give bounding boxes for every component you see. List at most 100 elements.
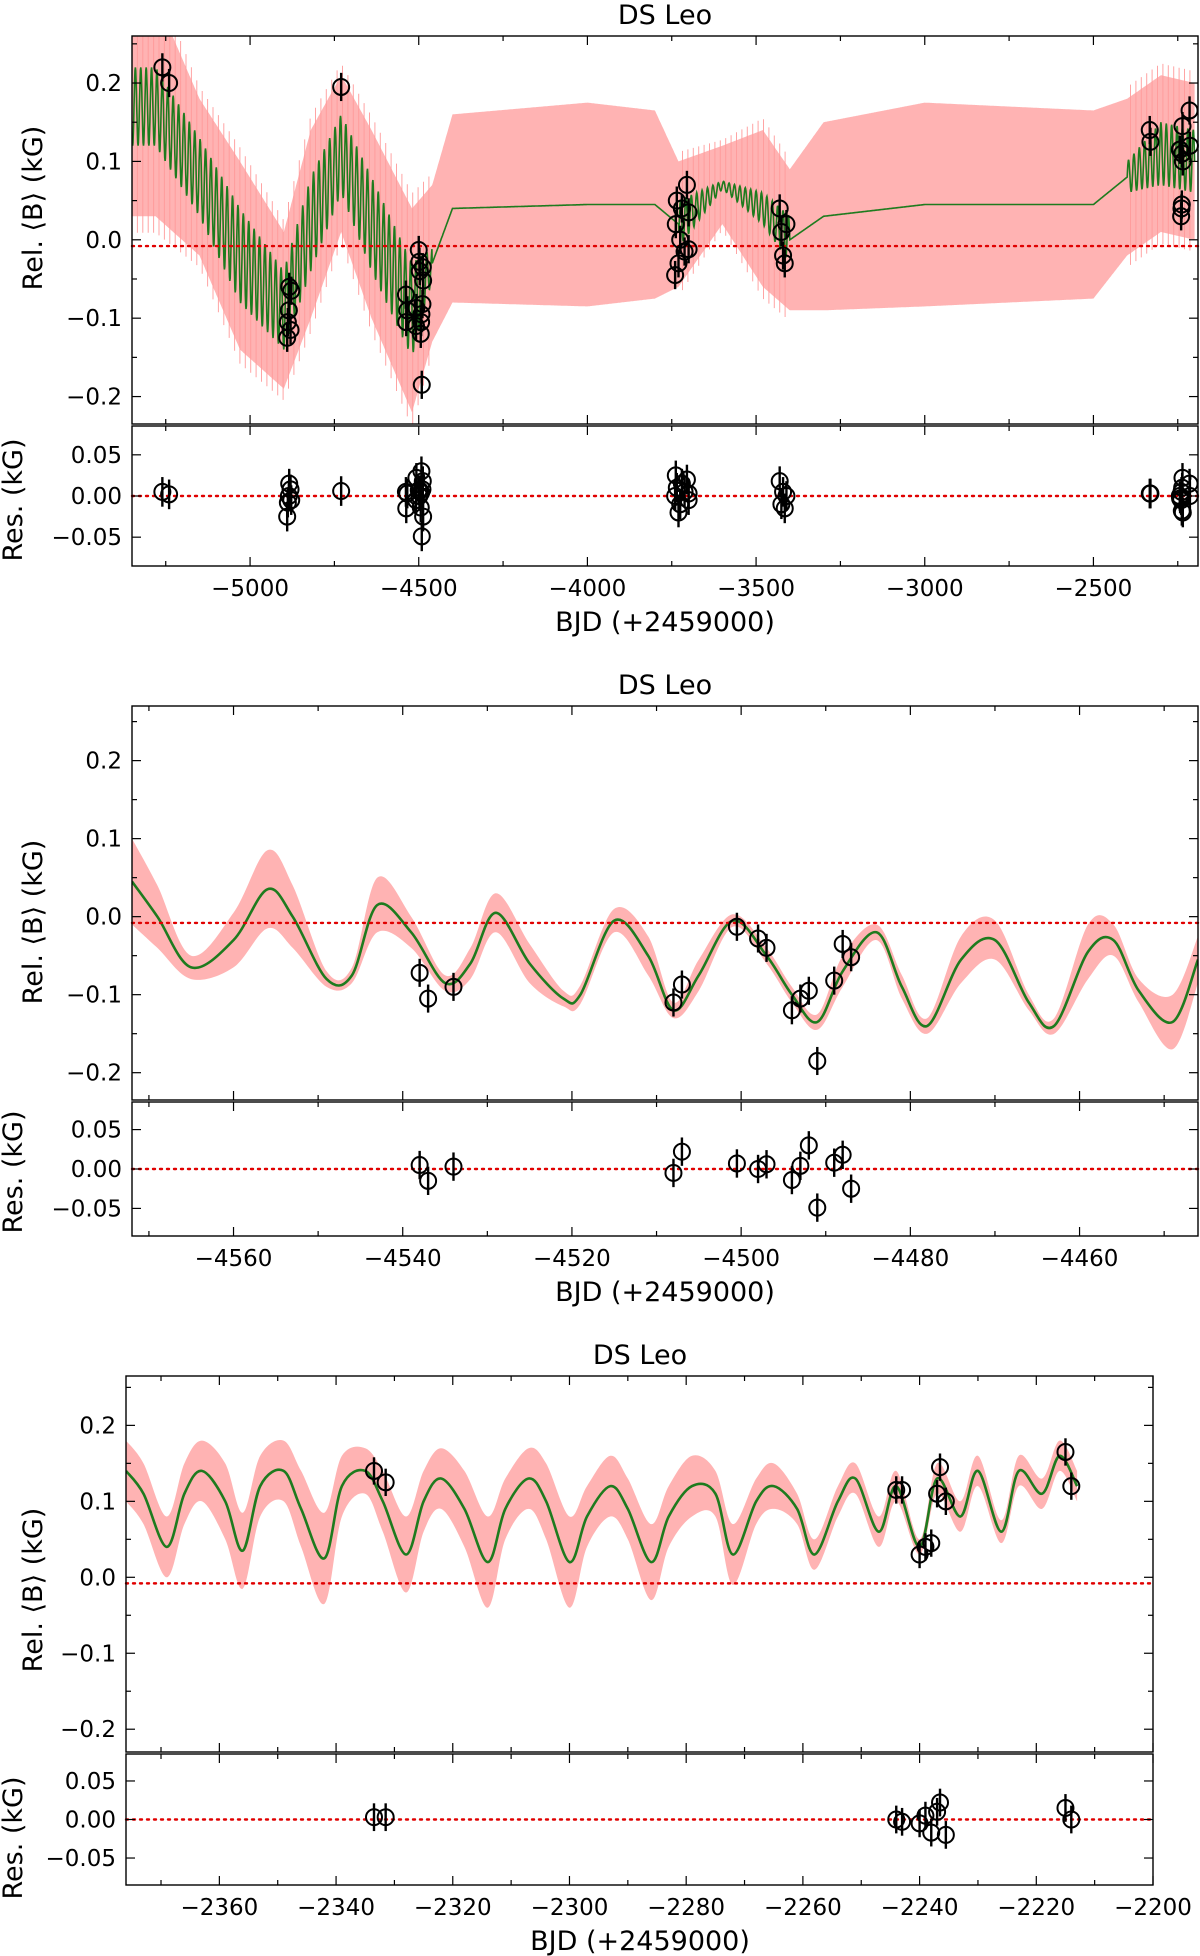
residual-y-tick-label: 0.05 (65, 1769, 116, 1795)
residual-y-tick-label: −0.05 (46, 1846, 116, 1872)
data-point (887, 1480, 906, 1499)
x-tick-label: −2260 (764, 1895, 842, 1921)
chart-title: DS Leo (593, 1340, 687, 1371)
residual-point (414, 507, 433, 526)
residual-point (893, 1812, 912, 1831)
y-tick-label: 0.2 (85, 71, 122, 97)
x-tick-label: −4480 (871, 1246, 949, 1272)
model-uncertainty-band (126, 1439, 1078, 1608)
data-point (1056, 1442, 1075, 1461)
model-curve (126, 1454, 1079, 1564)
x-tick-label: −4500 (380, 576, 458, 602)
residual-point (936, 1825, 955, 1844)
residual-point (916, 1806, 935, 1825)
x-tick-label: −4520 (533, 1246, 611, 1272)
residual-y-tick-label: −0.05 (52, 1196, 122, 1222)
x-tick-label: −5000 (211, 576, 289, 602)
residual-point (413, 472, 432, 491)
y-tick-label: 0.1 (85, 149, 122, 175)
x-tick-label: −3500 (717, 576, 795, 602)
x-axis-label: BJD (+2459000) (555, 1277, 775, 1308)
y-tick-label: 0.1 (79, 1489, 116, 1515)
chart-panel-1: DS Leo −5000 −4500 −4000 −3500 −3000 −2500 −0.… (0, 0, 1200, 638)
x-tick-label: −4560 (195, 1246, 273, 1272)
residual-point (842, 1179, 861, 1198)
residual-axis-label: Res. (kG) (0, 1110, 29, 1233)
residual-point (672, 474, 691, 493)
x-tick-label: −4000 (549, 576, 627, 602)
model-uncertainty-band (132, 36, 1195, 413)
data-point (410, 262, 429, 281)
data-point (770, 199, 789, 218)
data-point (677, 175, 696, 194)
residual-point (777, 487, 796, 505)
residual-y-tick-label: 0.05 (71, 1118, 122, 1144)
residual-y-tick-label: −0.05 (52, 525, 122, 551)
model-layer (132, 36, 1196, 424)
residual-point (677, 470, 696, 489)
residual-y-tick-label: 0.05 (71, 443, 122, 469)
data-point (757, 938, 776, 957)
data-point (376, 1473, 395, 1492)
y-tick-label: −0.1 (60, 1641, 116, 1667)
residual-point (672, 1142, 691, 1161)
y-tick-label: 0.2 (85, 749, 122, 775)
chart-panel-2: DS Leo −4560 −4540 −4520 −4500 −4480 −4460 −0.… (0, 670, 1200, 1308)
residual-point (282, 491, 301, 510)
main-axes-frame (131, 705, 1199, 1101)
residual-point (332, 482, 351, 501)
data-point (842, 948, 861, 967)
residual-point (664, 1163, 683, 1182)
x-tick-label: −2200 (1114, 1895, 1192, 1921)
data-point (412, 375, 431, 394)
x-tick-label: −4460 (1041, 1246, 1119, 1272)
data-point (419, 989, 438, 1008)
chart-panel-3: DS Leo −2360 −2340 −2320 −2300 −2280 −2260 −22… (0, 1340, 1192, 1956)
residual-point (727, 1154, 746, 1173)
data-point (799, 981, 818, 1000)
model-curve (132, 67, 1196, 353)
model-layer (126, 1439, 1079, 1608)
residual-y-tick-label: 0.00 (71, 1157, 122, 1183)
data-point (777, 215, 796, 234)
residual-point (1062, 1810, 1081, 1829)
residual-point (419, 1171, 438, 1190)
main-axes-frame (131, 35, 1199, 425)
residual-point (412, 527, 431, 546)
x-tick-label: −4540 (364, 1246, 442, 1272)
residual-axis-label: Res. (kG) (0, 1776, 29, 1899)
y-tick-label: −0.1 (66, 983, 122, 1009)
residual-point (928, 1802, 947, 1821)
residual-point (669, 503, 688, 522)
data-point (1172, 195, 1191, 214)
data-point (444, 977, 463, 996)
residual-y-tick-label: 0.00 (71, 484, 122, 510)
x-tick-label: −3000 (886, 576, 964, 602)
data-point (825, 971, 844, 990)
residual-point (931, 1793, 950, 1812)
residual-point (770, 472, 789, 491)
data-point (936, 1492, 955, 1511)
x-axis-label: BJD (+2459000) (530, 1926, 750, 1956)
x-tick-label: −2240 (881, 1895, 959, 1921)
data-point (160, 74, 179, 93)
data-point (664, 993, 683, 1012)
residual-axis-label: Res. (kG) (0, 438, 29, 561)
x-tick-label: −2300 (531, 1895, 609, 1921)
residual-point (922, 1823, 941, 1842)
plot-area: −4560 −4540 −4520 −4500 −4480 −4460 −0.2 −0.1 0.… (52, 705, 1200, 1272)
main-axes-frame (125, 1375, 1154, 1753)
y-tick-label: −0.1 (66, 306, 122, 332)
x-tick-label: −2320 (414, 1895, 492, 1921)
y-tick-label: 0.0 (79, 1565, 116, 1591)
data-point (672, 975, 691, 994)
x-tick-label: −4500 (702, 1246, 780, 1272)
residual-point (799, 1136, 818, 1155)
data-point (774, 246, 793, 265)
residual-point (679, 484, 698, 503)
data-point (1173, 117, 1192, 136)
x-tick-label: −2280 (647, 1895, 725, 1921)
data-point (414, 271, 433, 290)
data-point (893, 1480, 912, 1499)
